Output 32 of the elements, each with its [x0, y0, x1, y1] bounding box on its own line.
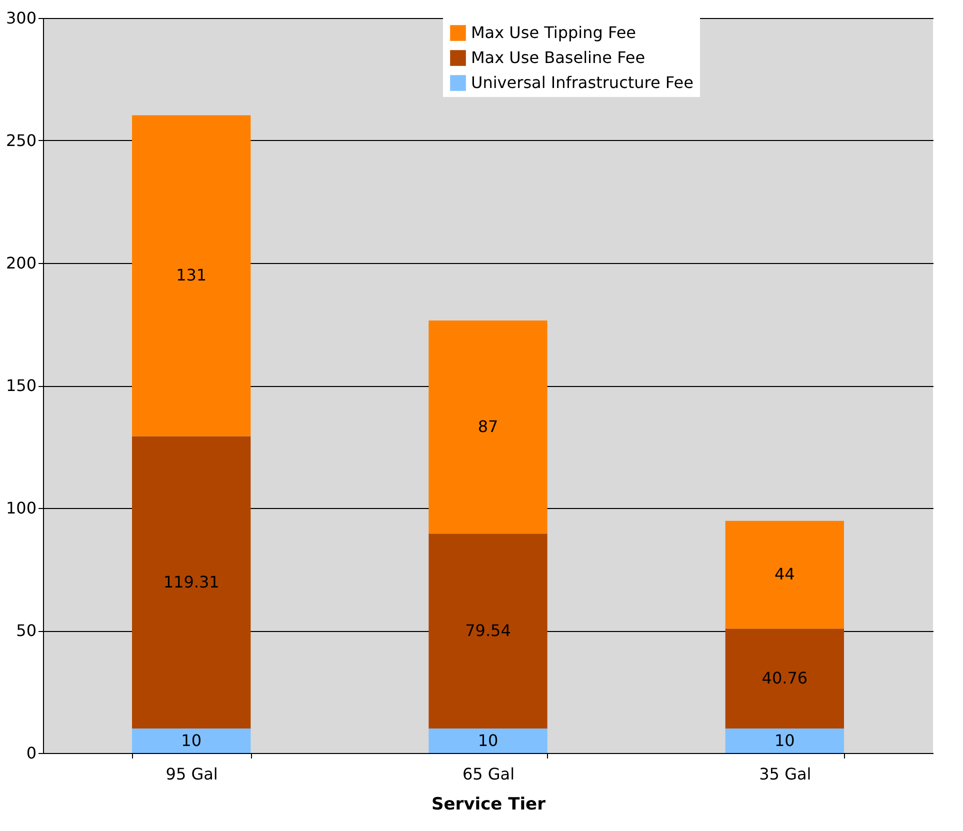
- data-label: 40.76: [762, 668, 808, 688]
- legend-label: Max Use Tipping Fee: [471, 23, 636, 42]
- bar: [428, 534, 548, 728]
- data-label: 10: [181, 730, 202, 750]
- x-tick-label: 35 Gal: [759, 764, 812, 784]
- data-label: 87: [478, 417, 498, 436]
- data-label: 131: [176, 266, 207, 285]
- y-tick-label: 200: [6, 254, 36, 272]
- x-tick-label: 95 Gal: [166, 764, 218, 784]
- data-label: 79.54: [465, 621, 511, 640]
- legend-label: Universal Infrastructure Fee: [471, 73, 694, 92]
- data-label: 10: [478, 730, 498, 750]
- bar: [132, 728, 251, 753]
- y-tick-label: 150: [6, 376, 36, 395]
- bar: [428, 320, 548, 534]
- y-tick-label: 50: [16, 621, 36, 640]
- bar: [428, 728, 548, 753]
- x-axis-title: Service Tier: [432, 794, 546, 814]
- bar: [132, 115, 251, 436]
- y-tick-label: 100: [6, 498, 36, 518]
- y-tick-label: 250: [6, 131, 36, 150]
- data-label: 44: [774, 564, 795, 584]
- data-label: 10: [774, 730, 795, 750]
- y-tick-label: 0: [26, 744, 36, 762]
- data-label: 119.31: [163, 572, 220, 592]
- x-tick-label: 65 Gal: [462, 764, 515, 784]
- bar: [725, 628, 844, 728]
- legend-label: Max Use Baseline Fee: [471, 48, 646, 67]
- bar: [725, 728, 844, 753]
- bar: [132, 436, 251, 728]
- y-tick-label: 300: [6, 8, 36, 28]
- bar: [725, 520, 844, 629]
